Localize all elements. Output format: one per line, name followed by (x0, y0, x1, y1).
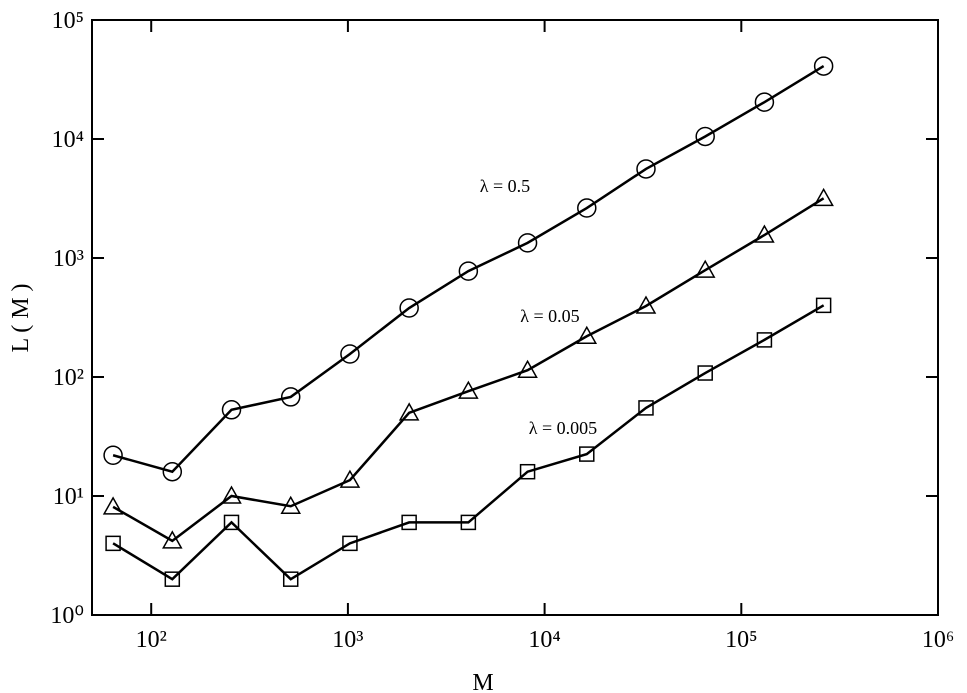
marker (102, 496, 124, 515)
marker (754, 224, 775, 243)
marker (815, 297, 832, 314)
y-tick-label: 10² (53, 365, 84, 391)
marker (813, 187, 834, 207)
y-tick-label: 10³ (53, 246, 84, 272)
marker (105, 535, 121, 552)
series-line (112, 197, 825, 543)
x-tick-label: 10⁶ (922, 627, 954, 653)
marker (458, 380, 479, 399)
marker (339, 469, 361, 488)
marker (695, 126, 715, 147)
y-tick-label: 10⁵ (52, 8, 84, 34)
marker (280, 495, 302, 515)
plot-frame (91, 19, 939, 616)
series-line (112, 304, 825, 581)
series-label: λ = 0.005 (529, 418, 597, 438)
marker (282, 571, 299, 587)
series-line (112, 65, 825, 474)
marker (221, 485, 242, 504)
marker (103, 445, 123, 466)
y-tick-label: 10¹ (53, 484, 84, 510)
marker (519, 463, 536, 480)
x-tick-label: 10⁵ (725, 627, 757, 653)
x-tick-label: 10² (136, 627, 167, 653)
x-axis-label: M (472, 670, 493, 693)
y-axis-label: L ( M ) (8, 283, 34, 352)
marker (756, 332, 773, 348)
x-tick-label: 10³ (332, 627, 363, 653)
marker (577, 198, 597, 218)
marker (342, 535, 358, 552)
marker (517, 233, 538, 253)
marker (162, 461, 183, 482)
marker (638, 400, 654, 416)
marker (164, 571, 181, 587)
marker (697, 365, 713, 381)
marker (635, 295, 657, 314)
y-tick-label: 10⁰ (50, 603, 84, 629)
marker (398, 402, 420, 421)
x-tick-label: 10⁴ (528, 627, 560, 653)
marker (460, 514, 477, 531)
marker (576, 325, 598, 345)
marker (221, 400, 242, 420)
marker (458, 261, 479, 281)
series-label: λ = 0.05 (520, 306, 579, 326)
marker (636, 159, 656, 179)
marker (694, 259, 716, 278)
marker (162, 530, 183, 549)
marker (280, 387, 301, 407)
marker (754, 92, 775, 112)
y-tick-label: 10⁴ (52, 127, 84, 153)
marker (517, 359, 538, 378)
marker (401, 514, 417, 531)
marker (579, 446, 595, 462)
marker (399, 298, 419, 318)
marker (223, 514, 240, 531)
marker (340, 344, 360, 364)
series-label: λ = 0.5 (480, 176, 530, 196)
marker (813, 56, 834, 76)
